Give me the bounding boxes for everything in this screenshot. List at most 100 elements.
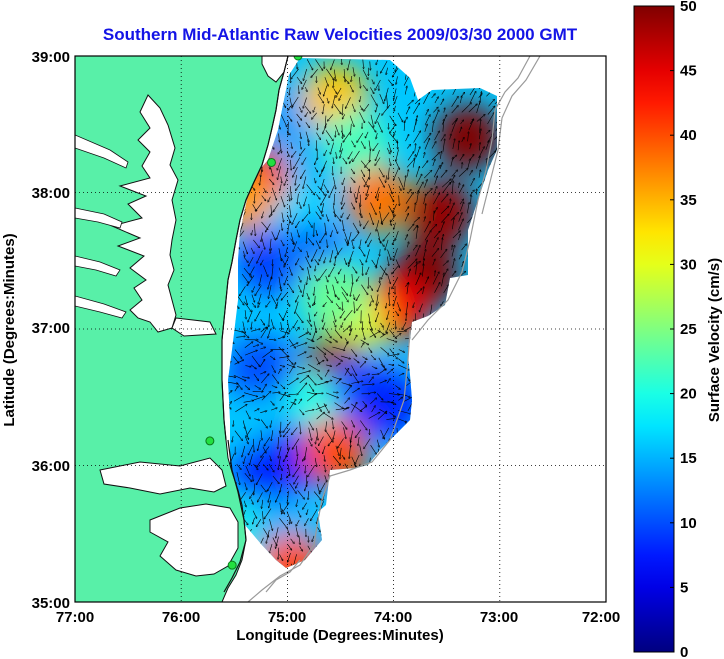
current-vector [344, 367, 351, 376]
current-vector [389, 329, 396, 339]
current-vector [488, 99, 495, 107]
current-vector [391, 214, 397, 222]
current-vector [332, 95, 336, 108]
current-vector [343, 342, 348, 350]
current-vector [360, 343, 364, 348]
current-vector [353, 335, 357, 341]
current-vector [263, 187, 266, 193]
current-vector [254, 223, 255, 236]
current-vector [380, 333, 388, 338]
current-vector [443, 119, 444, 132]
current-vector [315, 158, 318, 165]
current-vector [407, 269, 410, 277]
current-vector [344, 68, 345, 82]
colorbar-tick-label: 30 [680, 256, 697, 273]
current-vector [266, 300, 271, 307]
current-vector [315, 265, 316, 271]
current-vector [335, 247, 343, 258]
current-vector [341, 322, 344, 327]
current-vector [261, 221, 268, 230]
current-vector [432, 272, 439, 285]
current-vector [398, 358, 404, 364]
current-vector [422, 287, 424, 295]
current-vector [404, 86, 407, 95]
current-vector [261, 166, 263, 177]
current-vector [375, 301, 379, 311]
current-vector [405, 107, 410, 115]
current-vector [406, 376, 410, 382]
current-vector [394, 105, 396, 111]
current-vector [368, 140, 371, 150]
current-vector [479, 143, 480, 151]
current-vector [295, 221, 300, 228]
colorbar: 0 5 10 15 20 25 30 35 40 45 50 Surface Velocity (c… [633, 0, 723, 659]
current-vector [461, 137, 465, 142]
current-vector [296, 258, 300, 265]
current-vector [305, 122, 310, 127]
colorbar-tick-label: 50 [680, 0, 697, 15]
current-vector [344, 231, 348, 244]
current-vector [394, 95, 398, 104]
current-vector [288, 105, 292, 110]
current-vector [325, 214, 329, 221]
current-vector [251, 321, 252, 330]
current-vector [452, 231, 460, 239]
current-vector [315, 356, 320, 364]
current-vector [326, 97, 329, 103]
current-vector [376, 58, 379, 65]
current-vector [269, 339, 276, 340]
current-vector [259, 274, 262, 285]
current-vector [486, 130, 490, 134]
current-vector [366, 185, 370, 195]
current-vector [332, 211, 341, 222]
current-vector [278, 369, 281, 375]
current-vector [265, 223, 271, 233]
current-vector [323, 302, 327, 306]
current-vector [451, 106, 459, 114]
current-vector [293, 241, 298, 251]
current-vector [343, 326, 350, 333]
current-vector [288, 378, 298, 386]
current-vector [287, 221, 290, 235]
current-vector [361, 284, 368, 295]
current-vector [376, 133, 378, 139]
current-vector [292, 212, 298, 224]
current-vector [317, 93, 324, 103]
current-vector [309, 203, 310, 214]
current-vector [451, 96, 459, 107]
current-vector [460, 96, 461, 104]
current-vector [470, 144, 471, 150]
current-vector [252, 345, 259, 348]
current-vector [295, 327, 299, 332]
current-vector [387, 256, 389, 266]
current-vector [364, 220, 369, 229]
current-vector [270, 238, 272, 251]
current-vector [375, 112, 381, 124]
current-vector [416, 147, 420, 158]
current-vector [431, 248, 439, 257]
current-vector [378, 176, 385, 187]
current-vector [317, 205, 323, 217]
current-vector [341, 202, 346, 210]
current-vector [302, 157, 307, 164]
current-vector [375, 149, 380, 161]
current-vector [307, 231, 308, 244]
current-vector [363, 59, 364, 68]
current-vector [349, 115, 354, 127]
current-vector [314, 286, 315, 296]
current-vector [380, 203, 381, 209]
current-vector [260, 347, 265, 350]
current-vector [369, 285, 373, 291]
current-vector [295, 174, 297, 185]
current-vector [288, 338, 296, 348]
current-vector [434, 282, 440, 293]
current-vector [386, 322, 391, 333]
current-vector [370, 202, 377, 215]
current-vector [340, 130, 344, 137]
current-vector [386, 175, 388, 182]
current-vector [299, 140, 301, 149]
current-vector [313, 106, 316, 113]
current-vector [404, 235, 408, 241]
current-vector [351, 140, 356, 147]
current-vector [323, 123, 327, 133]
